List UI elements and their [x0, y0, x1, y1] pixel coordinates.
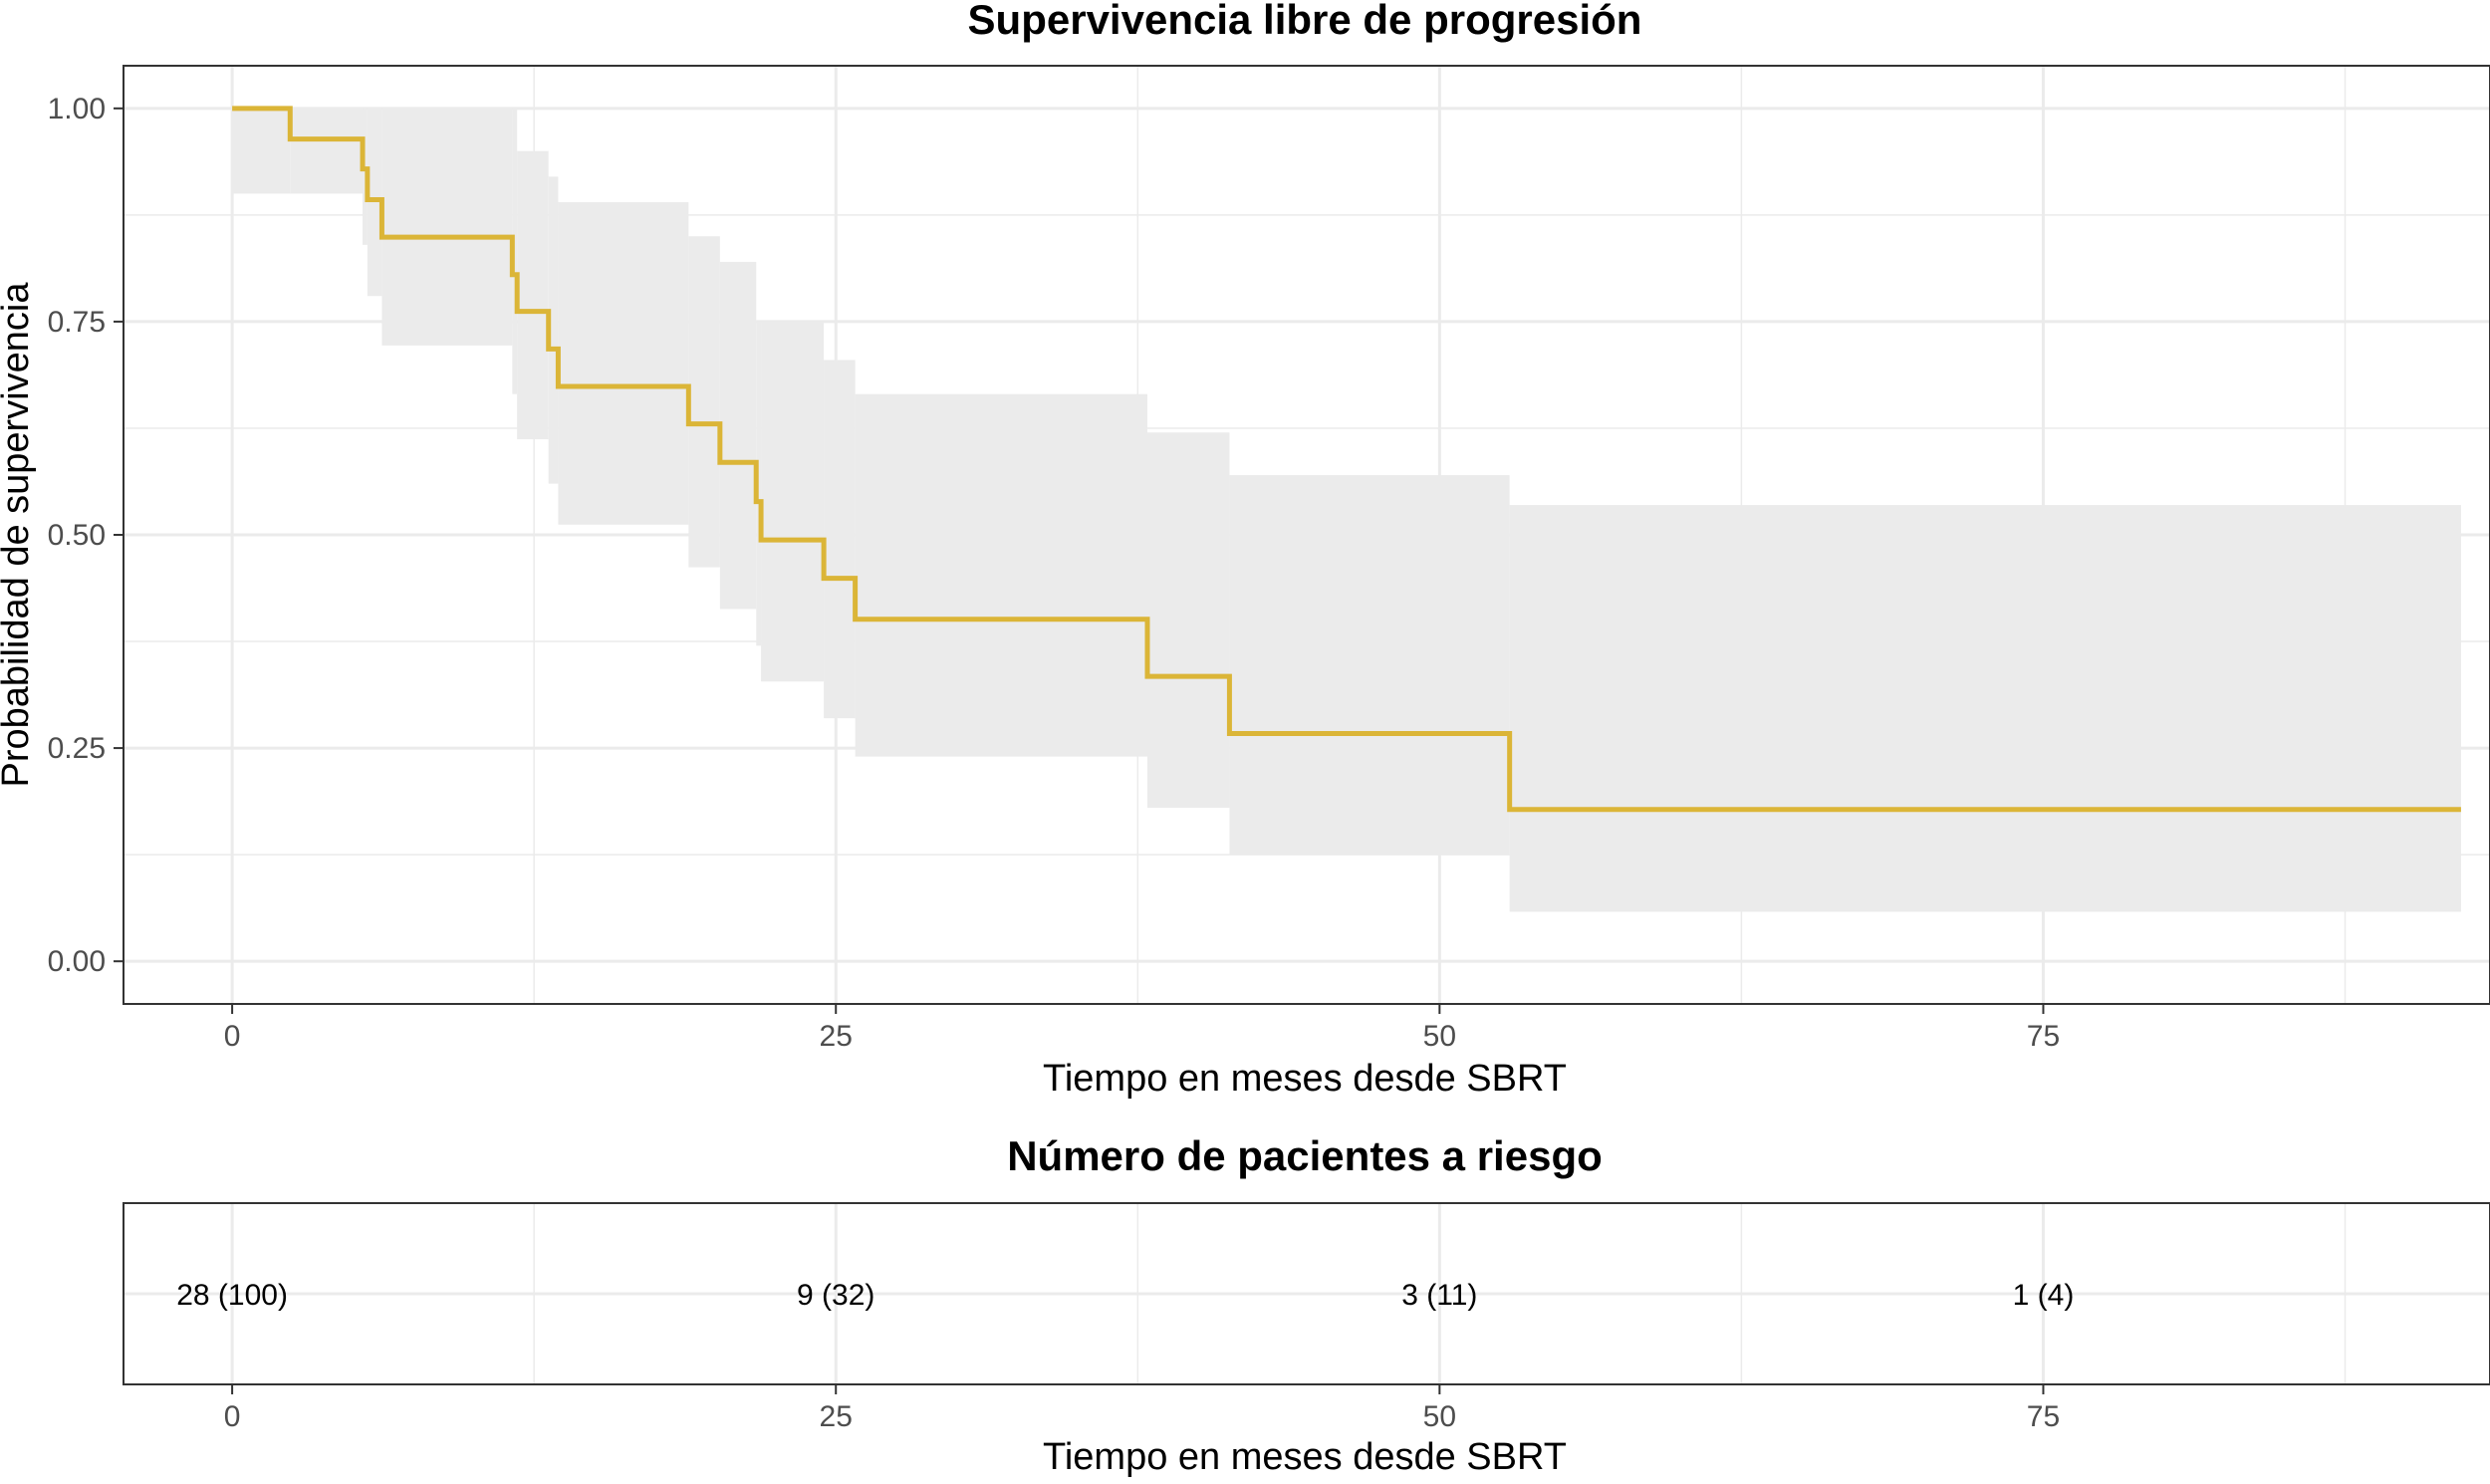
- survival-y-axis-ticks: 0.00 0.25 0.50 0.75 1.00: [48, 93, 124, 978]
- confidence-band-segment: [367, 108, 382, 297]
- confidence-band-segment: [381, 108, 513, 346]
- risk-table-x-axis-ticks: 0 25 50 75: [224, 1384, 2060, 1433]
- risk-table-panel: Número de pacientes a riesgo 28 (100) 9 (…: [123, 1132, 2490, 1478]
- risk-x-tick-label: 75: [2027, 1400, 2060, 1433]
- x-tick-label: 25: [820, 1020, 853, 1053]
- confidence-band-segment: [1509, 505, 2461, 912]
- confidence-band-segment: [688, 236, 720, 568]
- confidence-band-segment: [1146, 432, 1230, 809]
- risk-count-label: 3 (11): [1401, 1279, 1477, 1312]
- confidence-band-segment: [824, 360, 856, 719]
- risk-table-border: [123, 1202, 2490, 1385]
- risk-count-label: 28 (100): [176, 1279, 288, 1312]
- y-tick-label: 0.75: [48, 306, 106, 339]
- risk-table-title: Número de pacientes a riesgo: [1007, 1132, 1603, 1179]
- risk-x-tick-label: 25: [820, 1400, 853, 1433]
- confidence-band-segment: [1229, 475, 1510, 856]
- x-tick-label: 0: [224, 1020, 241, 1053]
- survival-plot-title: Supervivencia libre de progresión: [968, 0, 1642, 43]
- y-tick-label: 0.25: [48, 732, 106, 765]
- survival-x-axis-label: Tiempo en meses desde SBRT: [1043, 1058, 1567, 1100]
- survival-plot-panel: Supervivencia libre de progresión 0 25 50 7…: [0, 0, 2490, 1100]
- confidence-band-segment: [558, 202, 689, 525]
- risk-table-gridlines: [124, 1203, 2490, 1384]
- confidence-band-segment: [719, 261, 757, 610]
- survival-step-line: [232, 106, 2461, 813]
- x-tick-label: 50: [1423, 1020, 1456, 1053]
- risk-count-label: 9 (32): [797, 1279, 874, 1312]
- y-tick-label: 1.00: [48, 93, 106, 125]
- survival-confidence-band: [232, 108, 2461, 912]
- y-tick-label: 0.00: [48, 945, 106, 978]
- confidence-band-segment: [232, 108, 291, 194]
- risk-table-x-axis-label: Tiempo en meses desde SBRT: [1043, 1436, 1567, 1478]
- confidence-band-segment: [517, 150, 549, 440]
- survival-curve: [232, 106, 2461, 813]
- survival-x-axis-ticks: 0 25 50 75: [224, 1004, 2060, 1053]
- confidence-band-segment: [548, 176, 559, 484]
- confidence-band-segment: [761, 321, 825, 682]
- risk-count-label: 1 (4): [2013, 1279, 2075, 1312]
- survival-y-axis-label: Probabilidad de supervivencia: [0, 282, 37, 788]
- risk-table-values: 28 (100) 9 (32) 3 (11) 1 (4): [176, 1279, 2074, 1312]
- x-tick-label: 75: [2027, 1020, 2060, 1053]
- risk-x-tick-label: 50: [1423, 1400, 1456, 1433]
- y-tick-label: 0.50: [48, 519, 106, 552]
- confidence-band-segment: [290, 108, 364, 194]
- confidence-band-segment: [855, 393, 1147, 757]
- risk-x-tick-label: 0: [224, 1400, 241, 1433]
